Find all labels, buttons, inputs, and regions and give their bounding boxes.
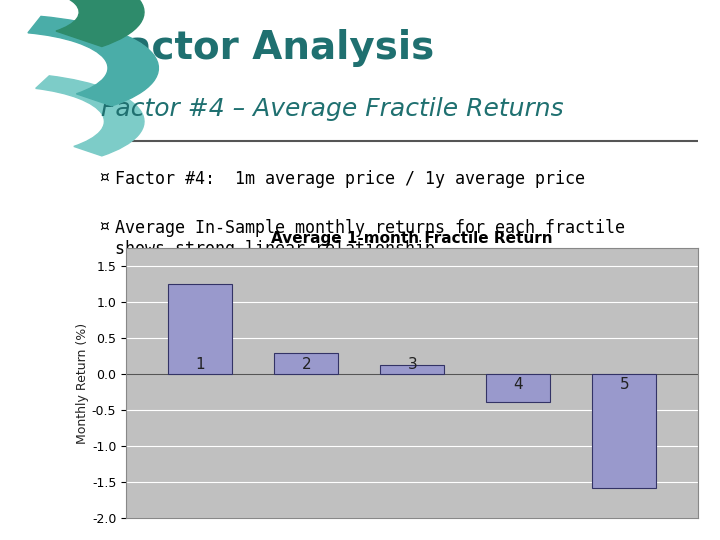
Wedge shape (14, 0, 144, 46)
Bar (168, 285, 232, 374)
Bar (380, 365, 444, 374)
Text: 1: 1 (195, 356, 205, 372)
Text: Average In-Sample monthly returns for each fractile
shows strong linear relation: Average In-Sample monthly returns for ea… (115, 219, 625, 258)
Text: Factor Analysis: Factor Analysis (101, 29, 434, 67)
Text: Factor #4 – Average Fractile Returns: Factor #4 – Average Fractile Returns (101, 97, 564, 121)
Bar (274, 353, 338, 374)
Y-axis label: Monthly Return (%): Monthly Return (%) (76, 323, 89, 444)
Text: 2: 2 (302, 356, 311, 372)
Bar (593, 374, 656, 488)
Title: Average 1-month Fractile Return: Average 1-month Fractile Return (271, 231, 553, 246)
Bar (487, 374, 550, 402)
Text: Factor #4:  1m average price / 1y average price: Factor #4: 1m average price / 1y average… (115, 170, 585, 188)
Text: 3: 3 (408, 356, 417, 372)
Text: 5: 5 (619, 377, 629, 392)
Text: 4: 4 (513, 377, 523, 392)
Wedge shape (36, 76, 144, 156)
Text: ¤: ¤ (99, 219, 109, 234)
Text: ¤: ¤ (99, 170, 109, 185)
Wedge shape (28, 16, 158, 106)
